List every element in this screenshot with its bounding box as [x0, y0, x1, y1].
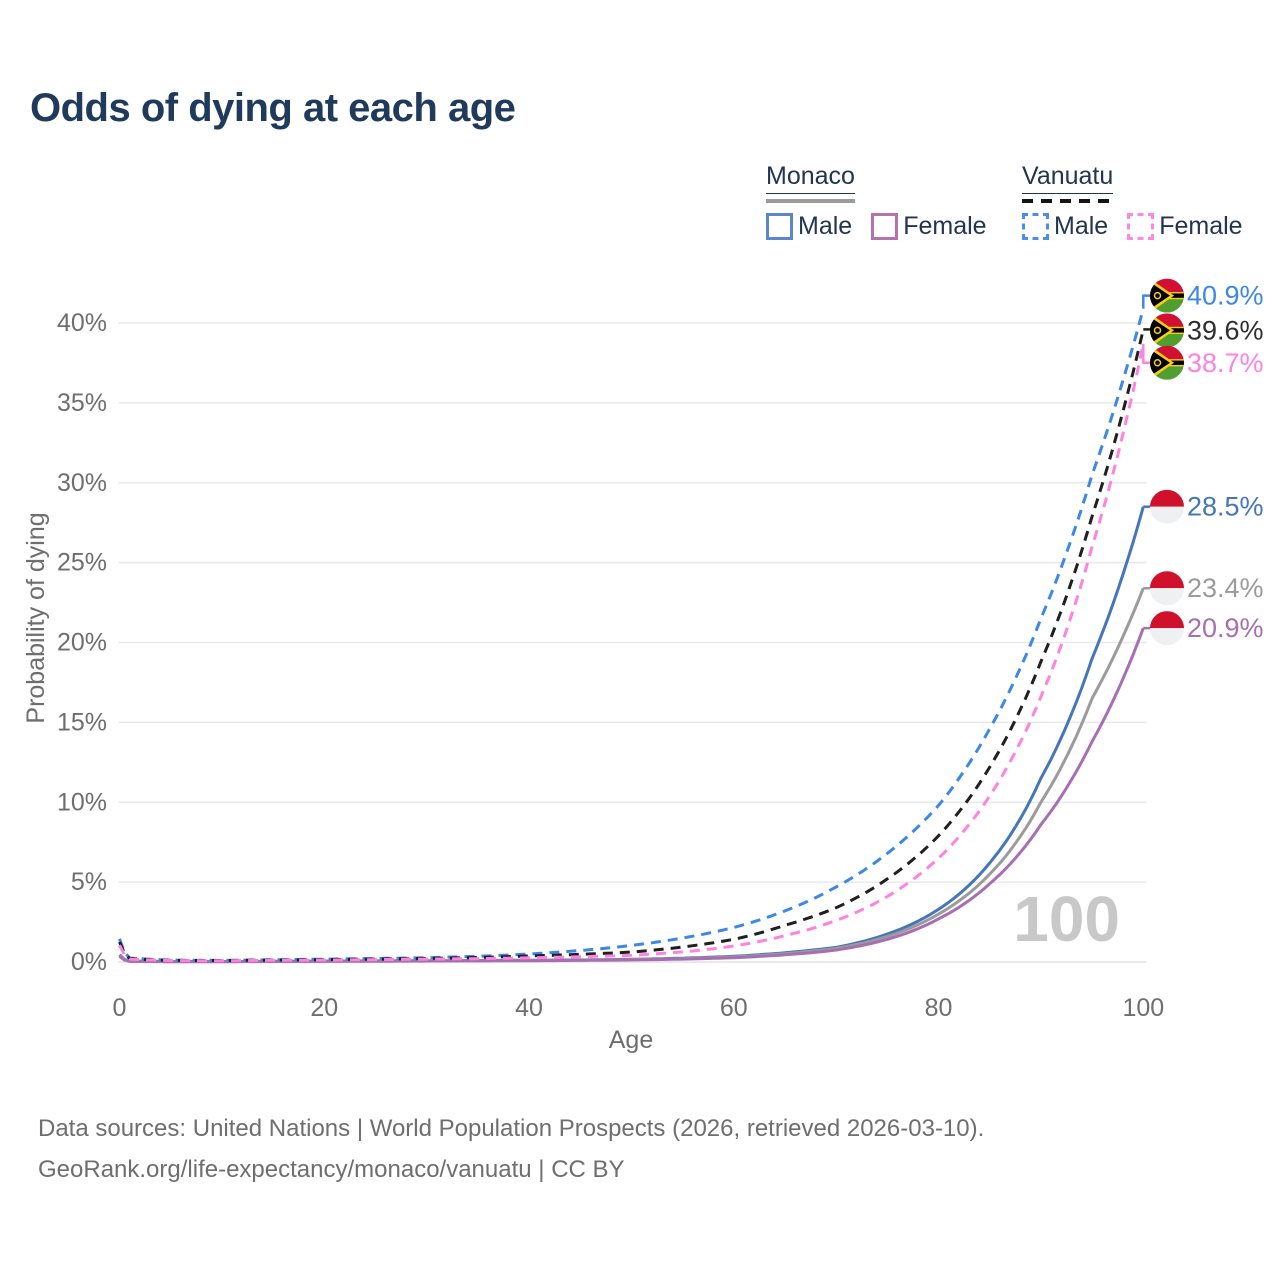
- legend-item-vanuatu-female[interactable]: Female: [1127, 212, 1243, 241]
- y-axis-title: Probability of dying: [22, 512, 50, 723]
- legend-item-vanuatu-male[interactable]: Male: [1022, 212, 1108, 241]
- x-tick-label-100: 100: [1122, 994, 1164, 1022]
- series-line-monaco-female: [118, 627, 1145, 964]
- series-lines: [118, 308, 1145, 964]
- y-tick-label-0: 0%: [71, 948, 107, 976]
- legend-country-monaco: Monaco: [766, 162, 855, 194]
- x-tick-label-80: 80: [925, 994, 953, 1022]
- footer-source-line: Data sources: United Nations | World Pop…: [38, 1115, 985, 1142]
- legend-group-monaco: Monaco Male Female: [766, 162, 987, 241]
- legend-item-monaco-male[interactable]: Male: [766, 212, 852, 241]
- monaco-male-swatch-icon: [766, 213, 793, 240]
- page-title: Odds of dying at each age: [30, 86, 516, 130]
- leader-line-vanuatu-female: [1142, 343, 1152, 365]
- y-tick-label-20: 20%: [57, 629, 107, 657]
- monaco-flag-icon: [1150, 571, 1184, 605]
- monaco-total-line-swatch: [766, 199, 855, 203]
- y-tick-label-40: 40%: [57, 309, 107, 337]
- monaco-flag-icon: [1150, 611, 1184, 645]
- legend-item-monaco-female[interactable]: Female: [871, 212, 987, 241]
- legend-label-vanuatu-female: Female: [1159, 212, 1243, 240]
- series-line-vanuatu-total: [118, 329, 1145, 963]
- grid-lines: 0% 5% 10% 15% 20% 25% 30% 35% 40% 0 20 40 60 80 100: [57, 309, 1164, 1022]
- x-tick-label-0: 0: [113, 994, 127, 1022]
- leader-line-vanuatu-male: [1142, 294, 1152, 309]
- legend-label-vanuatu-male: Male: [1054, 212, 1109, 240]
- y-tick-label-10: 10%: [57, 788, 107, 816]
- legend-group-vanuatu: Vanuatu Male Female: [1022, 162, 1243, 241]
- legend-label-monaco-female: Female: [903, 212, 987, 240]
- series-line-monaco-total: [118, 587, 1145, 964]
- end-labels: 28.5% 23.4% 20.9% 40.9% 39.6%38.7%: [1142, 279, 1264, 646]
- end-value-label-vanuatu-total: 39.6%: [1187, 315, 1264, 345]
- vanuatu-flag-icon: [1150, 313, 1184, 347]
- vanuatu-total-line-swatch: [1022, 199, 1114, 203]
- footer-attribution-line: GeoRank.org/life-expectancy/monaco/vanua…: [38, 1156, 625, 1183]
- monaco-female-swatch-icon: [871, 213, 899, 240]
- vanuatu-flag-icon: [1150, 279, 1184, 313]
- end-value-label-monaco-female: 20.9%: [1187, 613, 1264, 643]
- y-tick-label-15: 15%: [57, 708, 107, 736]
- footer: Data sources: United Nations | World Pop…: [38, 1108, 984, 1190]
- x-axis-title: Age: [609, 1026, 653, 1054]
- vanuatu-flag-icon: [1150, 346, 1184, 380]
- legend-label-monaco-male: Male: [798, 212, 853, 240]
- series-line-monaco-male: [118, 506, 1145, 963]
- y-tick-label-35: 35%: [57, 389, 107, 417]
- end-value-label-vanuatu-female: 38.7%: [1187, 348, 1264, 378]
- end-value-label-monaco-total: 23.4%: [1187, 573, 1264, 603]
- x-tick-label-60: 60: [720, 994, 748, 1022]
- series-line-vanuatu-female: [118, 343, 1145, 963]
- legend-country-vanuatu: Vanuatu: [1022, 162, 1114, 194]
- y-tick-label-30: 30%: [57, 469, 107, 497]
- end-value-label-vanuatu-male: 40.9%: [1187, 281, 1264, 311]
- y-tick-label-25: 25%: [57, 549, 107, 577]
- x-tick-label-20: 20: [310, 994, 338, 1022]
- age-watermark: 100: [1013, 883, 1120, 955]
- monaco-flag-icon: [1150, 490, 1184, 524]
- y-tick-label-5: 5%: [71, 868, 107, 896]
- end-value-label-monaco-male: 28.5%: [1187, 492, 1264, 522]
- x-tick-label-40: 40: [515, 994, 543, 1022]
- vanuatu-male-swatch-icon: [1022, 213, 1049, 240]
- vanuatu-female-swatch-icon: [1127, 213, 1155, 240]
